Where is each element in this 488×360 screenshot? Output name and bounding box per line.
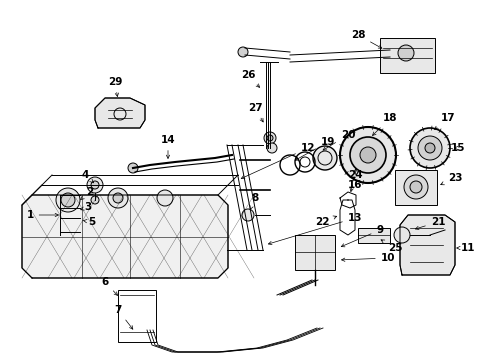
Circle shape bbox=[157, 190, 173, 206]
Bar bbox=[394, 170, 436, 205]
Bar bbox=[379, 38, 434, 73]
Bar bbox=[357, 228, 389, 243]
Circle shape bbox=[266, 135, 272, 141]
Text: 14: 14 bbox=[161, 135, 175, 158]
Circle shape bbox=[238, 47, 247, 57]
Circle shape bbox=[108, 188, 128, 208]
Circle shape bbox=[409, 128, 449, 168]
Circle shape bbox=[312, 146, 336, 170]
Circle shape bbox=[424, 143, 434, 153]
Text: 4: 4 bbox=[81, 170, 93, 183]
Text: 23: 23 bbox=[440, 173, 461, 185]
Circle shape bbox=[128, 163, 138, 173]
Text: 20: 20 bbox=[323, 130, 354, 150]
Circle shape bbox=[397, 45, 413, 61]
Circle shape bbox=[266, 143, 276, 153]
Circle shape bbox=[61, 193, 75, 207]
Text: 24: 24 bbox=[347, 170, 362, 192]
Circle shape bbox=[91, 196, 99, 204]
Text: 7: 7 bbox=[114, 305, 133, 329]
Text: 6: 6 bbox=[101, 277, 117, 296]
Text: 16: 16 bbox=[347, 168, 362, 190]
Text: 2: 2 bbox=[81, 187, 93, 199]
Text: 17: 17 bbox=[434, 113, 454, 130]
Text: 5: 5 bbox=[82, 217, 96, 227]
Text: 25: 25 bbox=[380, 240, 402, 253]
Text: 3: 3 bbox=[81, 202, 91, 212]
Text: 13: 13 bbox=[268, 213, 362, 244]
Text: 12: 12 bbox=[241, 143, 315, 179]
Circle shape bbox=[339, 127, 395, 183]
Circle shape bbox=[242, 209, 253, 221]
Circle shape bbox=[417, 136, 441, 160]
Text: 1: 1 bbox=[26, 210, 59, 220]
Polygon shape bbox=[22, 195, 227, 278]
Text: 18: 18 bbox=[372, 113, 396, 135]
Text: 8: 8 bbox=[249, 193, 258, 209]
Text: 29: 29 bbox=[107, 77, 122, 96]
Circle shape bbox=[393, 227, 409, 243]
Circle shape bbox=[87, 177, 103, 193]
Circle shape bbox=[91, 181, 99, 189]
Circle shape bbox=[113, 193, 123, 203]
Text: 19: 19 bbox=[294, 137, 334, 160]
Circle shape bbox=[403, 175, 427, 199]
Text: 9: 9 bbox=[341, 225, 383, 247]
Text: 11: 11 bbox=[456, 243, 474, 253]
Text: 26: 26 bbox=[240, 70, 259, 87]
Circle shape bbox=[56, 188, 80, 212]
Text: 28: 28 bbox=[350, 30, 381, 48]
Text: 15: 15 bbox=[450, 143, 464, 153]
Circle shape bbox=[359, 147, 375, 163]
Bar bbox=[294, 235, 334, 270]
Circle shape bbox=[349, 137, 385, 173]
Text: 10: 10 bbox=[341, 253, 394, 263]
Text: 27: 27 bbox=[247, 103, 263, 122]
Circle shape bbox=[409, 181, 421, 193]
Text: 22: 22 bbox=[314, 216, 336, 227]
Circle shape bbox=[264, 132, 275, 144]
Polygon shape bbox=[399, 215, 454, 275]
Bar bbox=[118, 290, 156, 342]
Text: 21: 21 bbox=[414, 217, 445, 230]
Polygon shape bbox=[95, 98, 145, 128]
